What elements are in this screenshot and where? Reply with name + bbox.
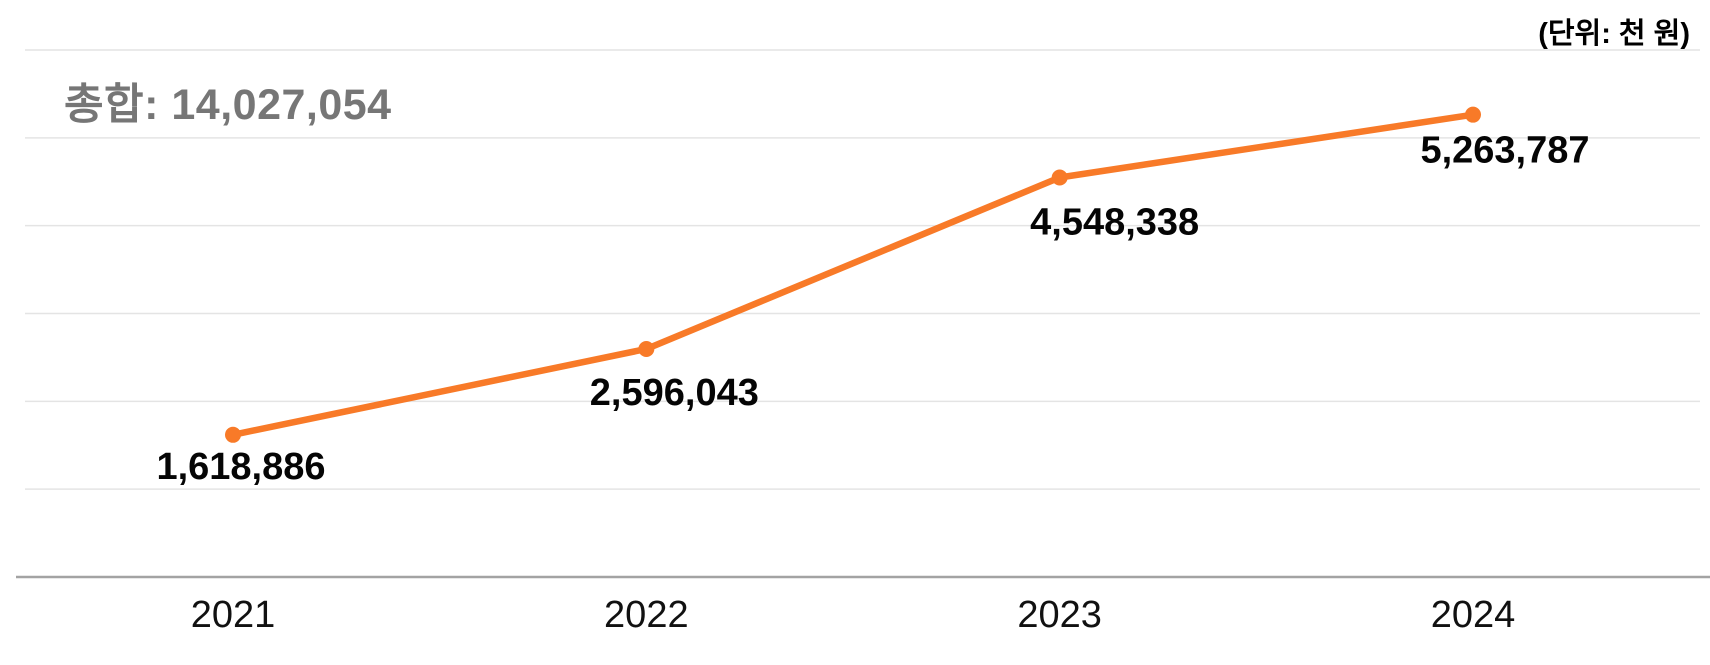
- data-point-marker: [1465, 106, 1481, 123]
- data-point-label: 2,596,043: [590, 372, 759, 414]
- data-point-label: 5,263,787: [1420, 130, 1589, 172]
- chart-unit-label: (단위: 천 원): [1538, 18, 1690, 50]
- chart-total-label: 총합: 14,027,054: [64, 81, 392, 129]
- data-point-label: 4,548,338: [1030, 202, 1199, 244]
- data-point-marker: [225, 426, 241, 443]
- x-axis-tick-label: 2022: [604, 594, 689, 636]
- data-point-marker: [1051, 169, 1068, 186]
- series-line: [229, 111, 1477, 439]
- data-point-marker: [638, 340, 655, 357]
- data-point-label: 1,618,886: [156, 446, 325, 488]
- x-axis-tick-label: 2023: [1017, 594, 1102, 636]
- x-axis-tick-label: 2024: [1431, 594, 1516, 636]
- x-axis-tick-label: 2021: [191, 594, 276, 636]
